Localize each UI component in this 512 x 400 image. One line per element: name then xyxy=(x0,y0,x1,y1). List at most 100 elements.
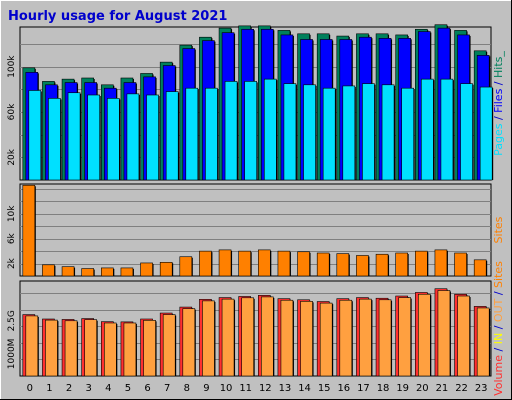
y-tick-label: 6k xyxy=(7,232,17,244)
bar-pages-17 xyxy=(362,83,375,181)
x-tick-label: 0 xyxy=(27,383,33,394)
x-tick-label: 23 xyxy=(475,383,488,394)
bar-sites-15 xyxy=(316,252,330,277)
bar-sites-17 xyxy=(356,255,369,277)
bar-out-21 xyxy=(437,290,451,377)
side-legend-part: Hits xyxy=(492,56,505,78)
x-tick-label: 12 xyxy=(259,383,272,394)
bar-out-8 xyxy=(182,308,196,377)
bar-pages-8 xyxy=(185,87,199,181)
bar-pages-10 xyxy=(224,81,238,181)
x-tick-label: 13 xyxy=(279,383,292,394)
bar-pages-4 xyxy=(107,98,120,181)
y-tick-label: 2.5G xyxy=(7,310,17,331)
y-tick-label: 1000M xyxy=(7,339,17,370)
y-tick-label: 2k xyxy=(7,257,17,269)
side-legend-part: Files xyxy=(492,88,505,112)
x-tick-label: 19 xyxy=(396,383,409,394)
side-legend-hits-files-pages: Pages / Files / Hits_ xyxy=(492,51,505,156)
bar-sites-5 xyxy=(120,267,134,277)
bar-out-22 xyxy=(457,295,470,377)
y-tick-label: 10k xyxy=(7,205,17,222)
bar-sites-21 xyxy=(434,249,448,277)
side-legend-part: Volume xyxy=(492,355,505,396)
bar-out-11 xyxy=(241,297,254,377)
x-tick-label: 20 xyxy=(416,383,429,394)
bar-sites-10 xyxy=(218,249,232,277)
bar-sites-18 xyxy=(375,253,389,277)
bar-sites-0 xyxy=(22,184,36,277)
side-legend-sites: Sites xyxy=(492,216,505,243)
side-legend-part: / xyxy=(492,344,505,355)
bar-sites-4 xyxy=(101,267,114,277)
bar-out-9 xyxy=(202,300,215,377)
bar-out-3 xyxy=(84,319,97,377)
bar-pages-9 xyxy=(205,87,218,181)
side-legend-part: / xyxy=(492,288,505,299)
bar-pages-7 xyxy=(165,91,179,181)
chart-title: Hourly usage for August 2021 xyxy=(8,9,227,24)
bar-pages-5 xyxy=(126,93,140,181)
side-legend-part: Sites xyxy=(492,261,505,288)
x-tick-label: 3 xyxy=(86,383,92,394)
bar-sites-8 xyxy=(179,256,193,277)
plot-area-sites xyxy=(19,183,492,277)
bar-sites-12 xyxy=(258,249,271,277)
bar-sites-2 xyxy=(61,266,75,277)
side-legend-part: OUT xyxy=(492,298,505,322)
bar-out-12 xyxy=(261,296,274,377)
bar-pages-12 xyxy=(264,78,277,181)
bar-out-7 xyxy=(162,314,176,377)
bar-pages-19 xyxy=(401,87,414,181)
x-tick-label: 14 xyxy=(298,383,311,394)
x-tick-label: 1 xyxy=(46,383,52,394)
bar-out-15 xyxy=(319,302,333,377)
bar-pages-15 xyxy=(322,87,336,181)
x-axis-hour-labels: 0 1 2 3 4 5 6 7 8 9 10 11 12 13 14 15 16 17 18 19 20 21 22 23 xyxy=(27,383,488,394)
side-legend-part: / xyxy=(492,113,505,124)
bar-sites-13 xyxy=(277,250,291,277)
x-tick-label: 4 xyxy=(105,383,111,394)
bar-out-16 xyxy=(339,299,353,377)
bar-out-14 xyxy=(300,301,313,377)
y-tick-label: 20k xyxy=(7,148,17,165)
side-legend-volume: Volume / IN / OUT / Sites xyxy=(492,261,505,396)
y-tick-label: 60k xyxy=(7,103,17,120)
bar-pages-0 xyxy=(28,90,42,181)
bar-pages-6 xyxy=(146,94,159,181)
bar-out-17 xyxy=(359,298,372,377)
x-tick-label: 5 xyxy=(125,383,131,394)
bar-out-20 xyxy=(418,293,431,377)
panel-hits-files-pages: 20k 60k 100k Pages / Files / Hits_ xyxy=(7,24,505,181)
x-tick-label: 17 xyxy=(357,383,370,394)
bar-sites-23 xyxy=(473,259,487,277)
bar-pages-20 xyxy=(421,78,434,181)
bar-pages-16 xyxy=(342,85,356,181)
bar-out-18 xyxy=(378,299,392,377)
bar-sites-14 xyxy=(297,251,310,277)
x-tick-label: 15 xyxy=(318,383,331,394)
bar-pages-14 xyxy=(303,84,316,181)
panel-sites: 2k 6k 10k Sites xyxy=(7,183,505,277)
side-legend-part: Sites xyxy=(492,216,505,243)
bar-out-13 xyxy=(280,299,294,377)
bar-pages-2 xyxy=(67,92,81,181)
side-legend-part: / xyxy=(492,322,505,333)
x-tick-label: 7 xyxy=(164,383,170,394)
bar-pages-18 xyxy=(381,84,395,181)
bar-out-6 xyxy=(143,320,156,377)
bar-pages-13 xyxy=(283,83,297,181)
bar-out-4 xyxy=(104,322,117,377)
bar-sites-16 xyxy=(336,253,350,277)
bar-sites-9 xyxy=(199,250,212,277)
x-tick-label: 9 xyxy=(203,383,209,394)
bar-out-0 xyxy=(25,315,39,377)
bar-out-5 xyxy=(123,322,137,377)
bar-out-23 xyxy=(476,307,490,377)
bar-out-1 xyxy=(45,319,58,377)
bar-pages-22 xyxy=(460,83,473,181)
bar-sites-3 xyxy=(81,268,94,277)
x-tick-label: 22 xyxy=(455,383,468,394)
bar-sites-11 xyxy=(238,250,251,277)
